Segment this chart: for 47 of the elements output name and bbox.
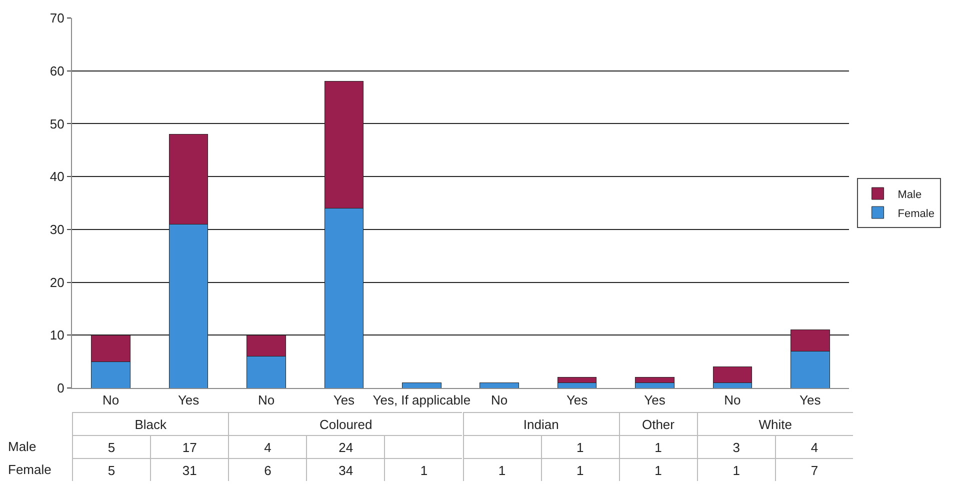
bar [402,382,442,388]
data-label: 7 [774,458,853,481]
data-label: 24 [306,435,384,458]
bar [480,382,520,388]
data-label: 34 [306,458,384,481]
x-tick-label: Yes, If applicable [372,392,471,408]
x-tick-label: Yes [644,392,666,408]
x-tick-label: Yes [566,392,588,408]
data-label: 17 [150,435,228,458]
x-tick-label: Yes [800,392,822,408]
y-tick-label: 0 [57,380,64,396]
data-label: 1 [540,458,619,481]
data-label: 1 [540,435,619,458]
y-tick-label: 40 [50,169,64,184]
text: Indian [462,412,619,435]
x-tick-label: Yes [178,392,200,408]
data-label: 5 [72,458,150,481]
data-label: 4 [774,435,853,458]
text: Male [8,439,36,454]
y-tick-label: 60 [50,63,64,78]
legend-label: Female [898,208,934,220]
legend-label: Male [898,188,922,201]
data-label: 4 [228,435,306,458]
text: White [696,412,853,435]
text: Female [8,462,52,477]
data-label: 1 [462,458,541,481]
data-label: 5 [72,435,150,458]
x-tick-label: Yes [333,392,356,408]
text: Coloured [228,412,462,435]
x-tick-label: No [491,392,508,408]
data-label: 1 [384,458,462,481]
data-label: 31 [150,458,228,481]
x-tick-label: No [724,392,741,408]
y-tick-label: 20 [50,274,64,290]
y-tick-label: 10 [50,328,64,343]
text: Other [618,412,697,435]
x-tick-label: No [102,392,120,408]
text: Black [72,412,228,435]
data-label: 1 [696,458,775,481]
y-tick-label: 70 [50,10,64,26]
y-tick-label: 30 [50,222,64,237]
y-tick-label: 50 [50,116,64,132]
data-label: 3 [696,435,775,458]
data-label: 1 [618,435,697,458]
data-label: 1 [618,458,697,481]
x-tick-label: No [258,392,275,408]
data-label: 6 [228,458,306,481]
